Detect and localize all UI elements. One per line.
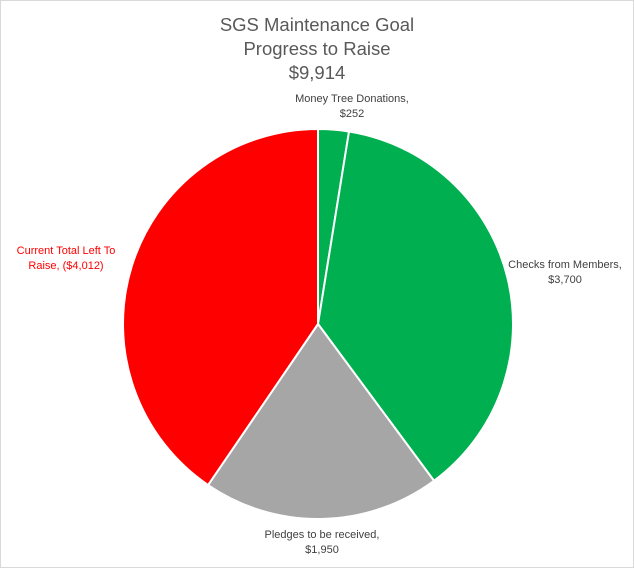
chart-title-line-1: SGS Maintenance Goal <box>219 14 415 35</box>
data-label-checks-name: Checks from Members, <box>508 259 622 271</box>
data-label-left-to-raise: Current Total Left To Raise, ($4,012) <box>6 244 126 274</box>
chart-title-line-2: Progress to Raise <box>243 38 391 59</box>
pie-slice-current-total-left-to-raise <box>122 128 319 487</box>
chart-title-line-3: $9,914 <box>288 62 346 83</box>
data-label-pledges-value: $1,950 <box>305 544 339 556</box>
data-label-left-to-raise-value: Raise, ($4,012) <box>28 260 104 272</box>
data-label-checks-value: $3,700 <box>548 274 582 286</box>
data-label-pledges-name: Pledges to be received, <box>264 529 380 541</box>
data-label-left-to-raise-name: Current Total Left To <box>16 245 116 257</box>
data-label-pledges: Pledges to be received, $1,950 <box>237 528 407 558</box>
data-label-money-tree-value: $252 <box>339 108 365 120</box>
data-label-money-tree: Money Tree Donations, $252 <box>277 92 427 122</box>
pie-slice-checks-from-members <box>317 130 514 482</box>
data-label-checks: Checks from Members, $3,700 <box>500 258 630 288</box>
pie-slice-pledges-to-be-received <box>207 323 435 520</box>
data-label-money-tree-name: Money Tree Donations, <box>295 93 409 105</box>
